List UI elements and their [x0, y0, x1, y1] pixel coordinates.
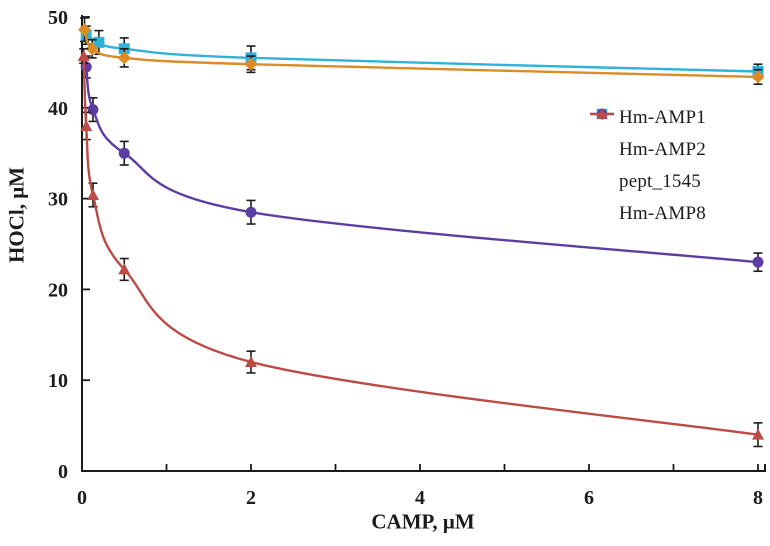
series-hm-amp8: [77, 47, 764, 448]
y-tick-label: 20: [48, 279, 68, 301]
legend-marker-circle-icon: [588, 108, 618, 190]
legend-item-pept-1545: pept_1545: [588, 108, 706, 193]
y-tick-label: 0: [58, 461, 68, 483]
circle-marker-icon: [87, 104, 99, 116]
y-axis-title: HOCl, μM: [4, 167, 29, 263]
x-axis-title: CAMP, μM: [371, 509, 475, 534]
diamond-marker-icon: [244, 57, 258, 71]
circle-marker-icon: [245, 206, 257, 218]
legend-label: pept_1545: [619, 171, 702, 192]
legend-marker-triangle-icon: [588, 108, 618, 222]
x-tick-label: 8: [753, 487, 763, 509]
legend-item-hm-amp2: Hm-AMP2: [588, 107, 706, 161]
x-tick-label: 6: [584, 487, 594, 509]
circle-marker-icon: [118, 147, 130, 159]
y-tick-label: 40: [48, 98, 68, 120]
y-tick-label: 30: [48, 189, 68, 211]
legend-label: Hm-AMP1: [619, 107, 706, 128]
triangle-marker-icon: [80, 119, 93, 131]
x-tick-label: 4: [415, 487, 425, 509]
legend-item-hm-amp8: Hm-AMP8: [588, 108, 706, 225]
diamond-marker-icon: [85, 42, 99, 56]
series-pept-1545: [80, 55, 764, 273]
series-hm-amp1: [80, 25, 764, 80]
circle-marker-icon: [752, 256, 764, 268]
triangle-marker-icon: [118, 263, 131, 275]
diamond-marker-icon: [117, 51, 131, 65]
triangle-marker-icon: [86, 188, 99, 200]
y-tick-label: 10: [48, 370, 68, 392]
legend-label: Hm-AMP2: [619, 139, 706, 160]
triangle-marker-icon: [596, 108, 608, 119]
x-tick-label: 2: [246, 487, 256, 509]
legend-label: Hm-AMP8: [619, 203, 706, 224]
x-tick-label: 0: [77, 487, 87, 509]
triangle-marker-icon: [752, 428, 764, 440]
legend-marker-diamond-icon: [588, 107, 618, 158]
triangle-marker-icon: [245, 356, 257, 368]
triangle-marker-icon: [77, 50, 90, 62]
series-line: [85, 33, 760, 73]
series-hm-amp2: [78, 17, 765, 85]
diamond-marker-icon: [78, 23, 92, 37]
square-marker-icon: [93, 36, 105, 48]
diamond-marker-icon: [751, 70, 765, 84]
legend: Hm-AMP1 Hm-AMP2 pept_1545 Hm-AMP8: [588, 106, 706, 225]
y-tick-label: 50: [48, 7, 68, 29]
axes-lines: [81, 15, 766, 472]
